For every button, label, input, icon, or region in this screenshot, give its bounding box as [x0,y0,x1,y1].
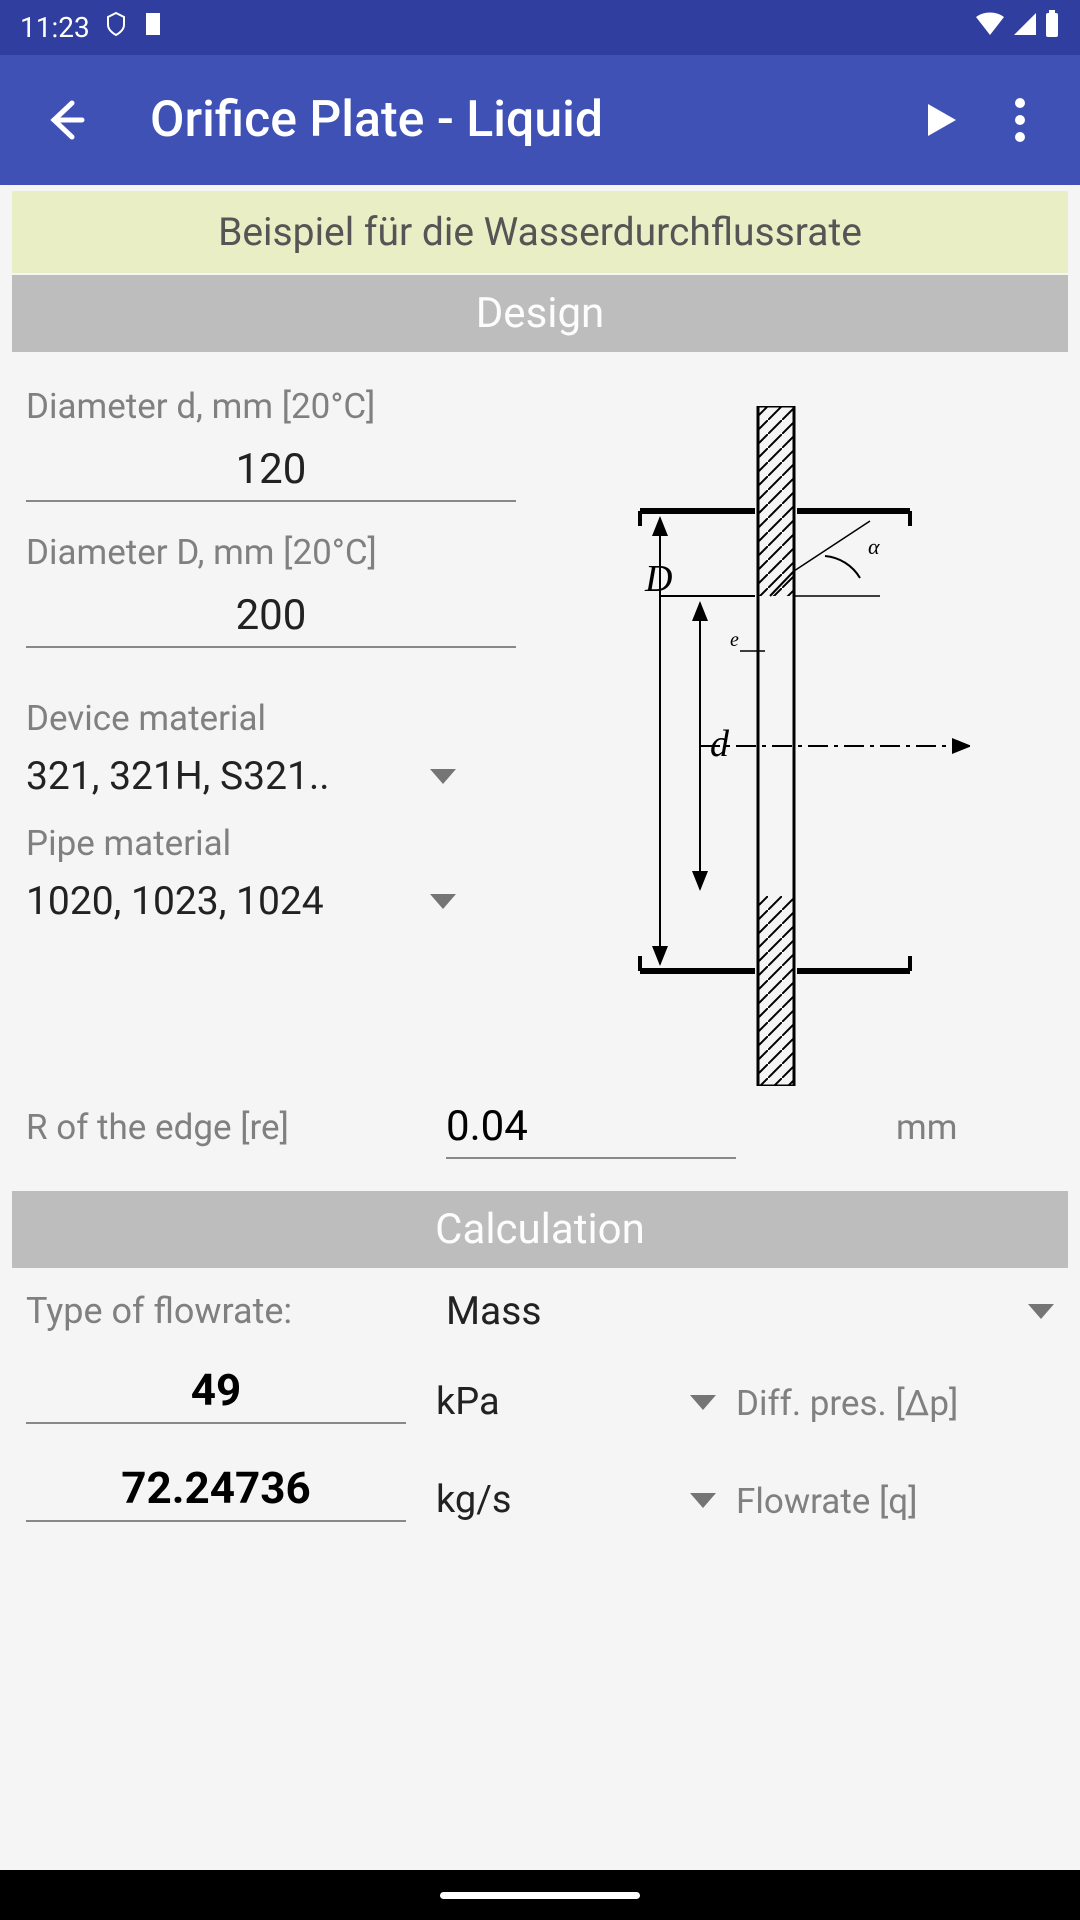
pipe-material-label: Pipe material [26,823,516,864]
diameter-D-input[interactable] [26,573,516,648]
status-bar: 11:23 [0,0,1080,55]
diameter-D-label: Diameter D, mm [20°C] [26,532,516,573]
battery-icon [1044,10,1060,45]
flowrate-unit-dropdown[interactable]: kg/s [436,1478,716,1522]
flowrate-desc: Flowrate [q] [736,1481,917,1522]
edge-radius-label: R of the edge [re] [26,1107,376,1148]
home-pill[interactable] [440,1892,640,1899]
device-material-label: Device material [26,698,516,739]
design-section-header: Design [12,275,1068,352]
pipe-material-value: 1020, 1023, 1024 [26,878,324,924]
diff-pressure-unit-dropdown[interactable]: kPa [436,1380,716,1424]
nav-bar [0,1870,1080,1920]
diff-pressure-unit-value: kPa [436,1380,500,1424]
diagram-d-label: d [710,723,730,765]
flowrate-unit-value: kg/s [436,1478,512,1522]
back-button[interactable] [40,95,90,145]
dropdown-caret-icon [430,769,456,784]
sd-card-icon [142,11,164,44]
diff-pressure-desc: Diff. pres. [Δp] [736,1383,958,1424]
status-app-icon [104,11,128,44]
signal-icon [1012,11,1038,44]
more-menu-button[interactable] [990,90,1050,150]
flowrate-input[interactable] [26,1456,406,1522]
flowrate-type-value[interactable]: Mass [446,1288,1028,1334]
calculation-section-header: Calculation [12,1191,1068,1268]
status-time: 11:23 [20,11,90,44]
dropdown-caret-icon [430,894,456,909]
orifice-diagram: D d e α [516,376,1054,1086]
dropdown-caret-icon [690,1395,716,1410]
diff-pressure-input[interactable] [26,1358,406,1424]
dropdown-caret-icon [690,1493,716,1508]
diameter-d-input[interactable] [26,427,516,502]
device-material-dropdown[interactable]: 321, 321H, S321.. [26,739,456,813]
flowrate-type-label: Type of flowrate: [26,1290,446,1332]
app-bar: Orifice Plate - Liquid [0,55,1080,185]
edge-radius-unit: mm [896,1107,957,1148]
diameter-d-label: Diameter d, mm [20°C] [26,386,516,427]
diagram-alpha-label: α [868,534,880,559]
diagram-e-label: e [730,629,739,651]
wifi-icon [974,11,1006,44]
edge-radius-input[interactable] [446,1096,736,1159]
run-button[interactable] [910,90,970,150]
diagram-D-label: D [644,558,672,600]
dropdown-caret-icon [1028,1304,1054,1319]
pipe-material-dropdown[interactable]: 1020, 1023, 1024 [26,864,456,938]
example-banner: Beispiel für die Wasserdurchflussrate [12,191,1068,273]
device-material-value: 321, 321H, S321.. [26,753,330,799]
app-title: Orifice Plate - Liquid [150,91,890,149]
